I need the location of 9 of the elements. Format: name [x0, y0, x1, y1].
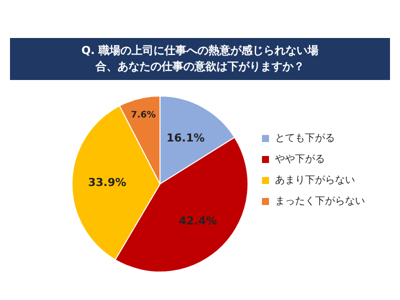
legend-label: まったく下がらない [275, 195, 365, 209]
data-label: 42.4% [178, 214, 217, 228]
legend-label: とても下がる [275, 132, 335, 146]
data-label: 7.6% [130, 110, 156, 121]
legend-label: やや下がる [275, 153, 325, 167]
chart-title: Q. 職場の上司に仕事への熱意が感じられない場合、あなたの仕事の意欲は下がりますか？ [80, 43, 320, 75]
legend-label: あまり下がらない [275, 174, 355, 188]
data-label: 16.1% [166, 131, 205, 144]
data-label: 33.9% [88, 176, 126, 190]
